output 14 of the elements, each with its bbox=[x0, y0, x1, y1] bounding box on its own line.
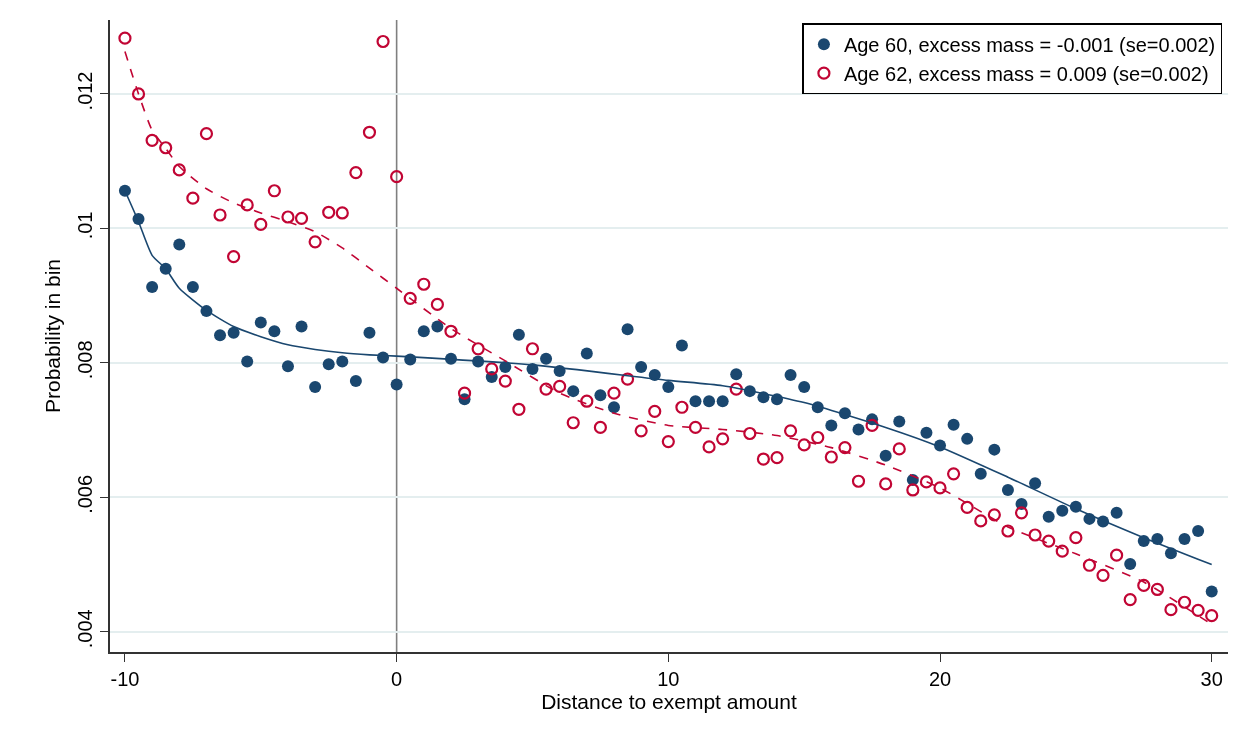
y-axis-title: Probability in bin bbox=[40, 258, 64, 414]
y-tick-label: .004 bbox=[74, 609, 97, 649]
legend-label: Age 62, excess mass = 0.009 (se=0.002) bbox=[843, 62, 1209, 85]
x-tick-label: 20 bbox=[928, 667, 952, 690]
legend-label: Age 60, excess mass = -0.001 (se=0.002) bbox=[843, 33, 1216, 56]
y-tick-label: .008 bbox=[74, 340, 97, 380]
x-axis-title: Distance to exempt amount bbox=[541, 689, 797, 713]
y-tick-label: .012 bbox=[74, 71, 97, 111]
x-tick-label: -10 bbox=[110, 667, 140, 690]
x-tick-label: 30 bbox=[1200, 667, 1223, 690]
x-tick-label: 10 bbox=[657, 667, 680, 690]
y-tick-label: .01 bbox=[74, 211, 97, 240]
y-tick-label: .006 bbox=[74, 474, 97, 514]
x-tick-label: 0 bbox=[391, 667, 403, 690]
